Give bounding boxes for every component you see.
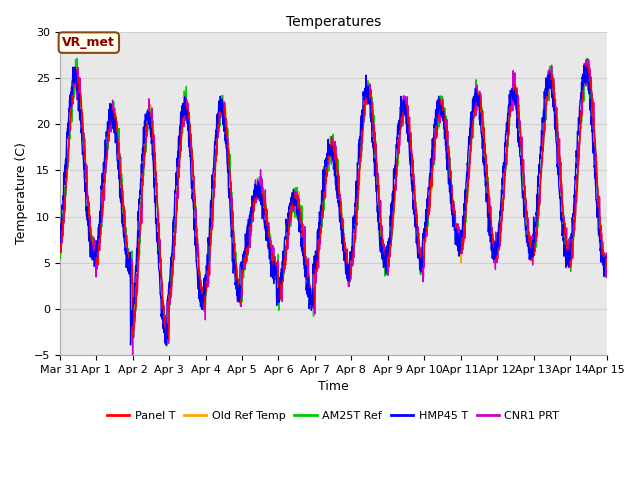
Line: Panel T: Panel T: [60, 64, 607, 339]
HMP45 T: [492, 251, 500, 256]
Panel T: [209, 213, 216, 218]
Old Ref Temp: [492, 250, 500, 256]
AM25T Ref: [362, 108, 369, 113]
AM25T Ref: [349, 246, 357, 252]
AM25T Ref: [570, 229, 578, 235]
Panel T: [555, 142, 563, 148]
AM25T Ref: [603, 260, 611, 266]
Y-axis label: Temperature (C): Temperature (C): [15, 143, 28, 244]
HMP45 T: [349, 214, 357, 220]
CNR1 PRT: [570, 230, 577, 236]
Old Ref Temp: [555, 152, 563, 157]
Line: AM25T Ref: AM25T Ref: [60, 59, 607, 346]
AM25T Ref: [493, 247, 500, 253]
Panel T: [56, 242, 63, 248]
HMP45 T: [580, 63, 588, 69]
Old Ref Temp: [583, 58, 591, 64]
CNR1 PRT: [584, 56, 591, 62]
CNR1 PRT: [603, 250, 611, 256]
Panel T: [349, 244, 357, 250]
Legend: Panel T, Old Ref Temp, AM25T Ref, HMP45 T, CNR1 PRT: Panel T, Old Ref Temp, AM25T Ref, HMP45 …: [102, 406, 564, 425]
Line: Old Ref Temp: Old Ref Temp: [60, 61, 607, 342]
AM25T Ref: [163, 343, 170, 349]
CNR1 PRT: [349, 245, 357, 251]
HMP45 T: [570, 202, 577, 207]
CNR1 PRT: [492, 245, 500, 251]
HMP45 T: [56, 233, 63, 239]
Line: CNR1 PRT: CNR1 PRT: [60, 59, 607, 355]
Old Ref Temp: [603, 259, 611, 264]
HMP45 T: [555, 170, 563, 176]
Title: Temperatures: Temperatures: [285, 15, 381, 29]
CNR1 PRT: [129, 352, 136, 358]
CNR1 PRT: [209, 224, 216, 230]
Old Ref Temp: [570, 223, 577, 228]
Panel T: [603, 258, 611, 264]
AM25T Ref: [209, 217, 216, 223]
AM25T Ref: [56, 236, 63, 241]
Panel T: [583, 61, 591, 67]
CNR1 PRT: [361, 96, 369, 102]
AM25T Ref: [555, 152, 563, 157]
Panel T: [361, 98, 369, 104]
AM25T Ref: [74, 56, 81, 61]
Panel T: [570, 231, 577, 237]
HMP45 T: [162, 342, 170, 348]
CNR1 PRT: [555, 158, 563, 164]
HMP45 T: [361, 93, 369, 99]
Old Ref Temp: [163, 339, 170, 345]
HMP45 T: [603, 254, 611, 260]
Panel T: [162, 336, 170, 342]
Old Ref Temp: [56, 249, 63, 255]
Text: VR_met: VR_met: [62, 36, 115, 49]
X-axis label: Time: Time: [318, 381, 349, 394]
Old Ref Temp: [361, 103, 369, 109]
Line: HMP45 T: HMP45 T: [60, 66, 607, 345]
Old Ref Temp: [209, 218, 216, 224]
CNR1 PRT: [56, 245, 63, 251]
HMP45 T: [209, 185, 216, 191]
Panel T: [492, 257, 500, 263]
Old Ref Temp: [349, 244, 357, 250]
